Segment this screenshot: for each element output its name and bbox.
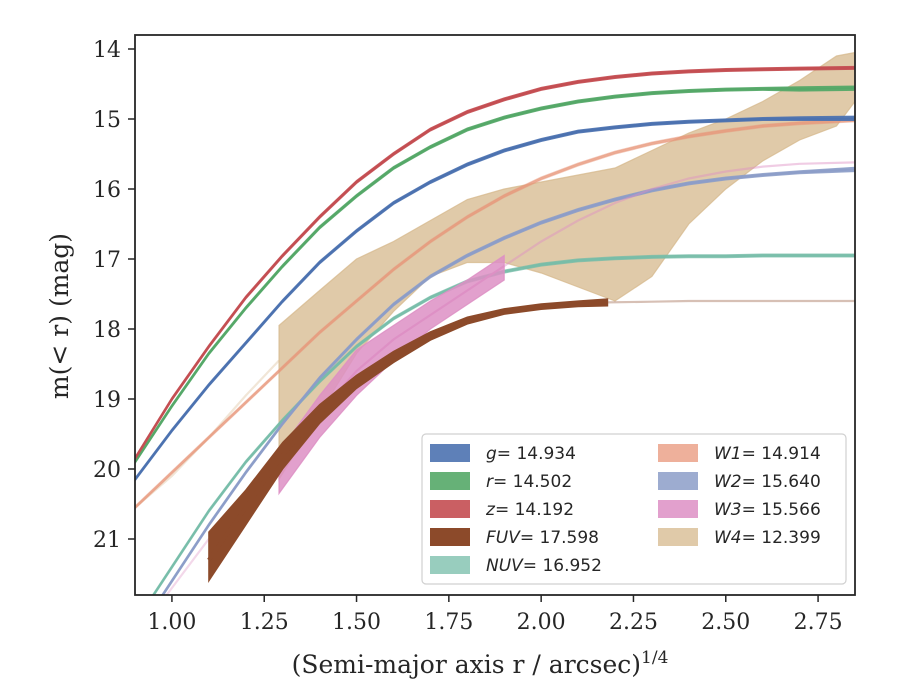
legend-series-name: W2: [714, 472, 742, 492]
legend-swatch-g: [430, 444, 470, 462]
x-tick-label: 2.75: [794, 610, 843, 635]
legend-series-name: W1: [714, 444, 742, 464]
x-axis-label-superscript: 1/4: [641, 648, 668, 668]
x-tick-label: 1.75: [424, 610, 473, 635]
x-tick-label: 2.50: [701, 610, 750, 635]
legend-series-name: W3: [714, 500, 742, 520]
legend-swatch-w3: [658, 500, 698, 518]
legend-label-fuv: FUV= 17.598: [486, 528, 599, 548]
series-w3-extension-line-2: [503, 161, 855, 267]
legend-series-name: FUV: [486, 528, 521, 548]
legend-item-r: r= 14.502: [430, 472, 572, 492]
legend-item-g: g= 14.934: [430, 444, 576, 464]
legend-series-value: = 14.914: [742, 444, 821, 464]
y-tick-label: 14: [93, 38, 121, 63]
series-r: [135, 85, 855, 465]
y-tick-label: 20: [93, 458, 121, 483]
y-tick-label: 21: [93, 528, 121, 553]
series-w1: [135, 118, 855, 510]
x-tick-label: 2.25: [609, 610, 658, 635]
series-w4-band: [278, 51, 855, 482]
legend-item-nuv: NUV= 16.952: [430, 556, 602, 576]
series-z-line: [135, 66, 855, 460]
legend-item-fuv: FUV= 17.598: [430, 528, 599, 548]
axes: 1.00 1.25 1.50 1.75 2.00 2.25 2.50 2.75 14 15 16 17…: [93, 34, 856, 635]
legend-series-value: = 15.566: [742, 500, 821, 520]
legend-label-z: z= 14.192: [485, 500, 574, 520]
x-axis-label: (Semi-major axis r / arcsec)1/4: [292, 648, 669, 679]
y-tick-label: 17: [93, 248, 121, 273]
x-tick-label: 2.00: [517, 610, 566, 635]
legend-series-value: = 14.502: [493, 472, 572, 492]
legend-series-name: r: [486, 472, 494, 492]
plot-area: [135, 51, 855, 595]
y-tick-label: 18: [93, 318, 121, 343]
legend-swatch-r: [430, 472, 470, 490]
y-tick-label: 16: [93, 178, 121, 203]
legend-label-w3: W3= 15.566: [714, 500, 821, 520]
legend-series-name: NUV: [486, 556, 524, 576]
axes-frame: [134, 34, 856, 596]
legend-label-r: r= 14.502: [486, 472, 572, 492]
legend-label-nuv: NUV= 16.952: [486, 556, 602, 576]
legend-swatch-w4: [658, 528, 698, 546]
legend-swatch-fuv: [430, 528, 470, 546]
legend-series-value: = 14.192: [495, 500, 574, 520]
legend-series-name: g: [486, 444, 497, 464]
series-fuv-extension-line: [607, 299, 855, 304]
x-tick-label: 1.25: [240, 610, 289, 635]
series-w3-band: [278, 254, 505, 496]
legend-series-name: W4: [714, 528, 742, 548]
legend-item-z: z= 14.192: [430, 500, 574, 520]
legend-label-w4: W4= 12.399: [714, 528, 821, 548]
series-fuv-line: [207, 300, 608, 562]
x-tick-label: 1.50: [332, 610, 381, 635]
legend-series-value: = 15.640: [742, 472, 821, 492]
y-tick-label: 19: [93, 388, 121, 413]
series-fuv: [207, 298, 855, 583]
legend-box: [421, 433, 847, 585]
legend-series-value: = 17.598: [520, 528, 599, 548]
legend-series-name: z: [485, 500, 496, 520]
legend-swatch-w2: [658, 472, 698, 490]
legend-label-g: g= 14.934: [486, 444, 576, 464]
series-fuv-band: [208, 298, 609, 583]
x-axis-label-text: (Semi-major axis r / arcsec): [292, 650, 641, 679]
series-g-line: [135, 117, 855, 481]
legend-series-value: = 14.934: [497, 444, 576, 464]
legend-label-w1: W1= 14.914: [714, 444, 821, 464]
series-z: [135, 65, 855, 462]
legend-series-value: = 16.952: [523, 556, 602, 576]
legend-swatch-nuv: [430, 556, 470, 574]
legend-item-w4: W4= 12.399: [658, 528, 821, 548]
legend-series-value: = 12.399: [742, 528, 821, 548]
legend-item-w1: W1= 14.914: [658, 444, 821, 464]
y-tick-label: 15: [93, 108, 121, 133]
legend-item-w3: W3= 15.566: [658, 500, 821, 520]
series-r-line: [135, 87, 855, 463]
series-w1-line: [135, 119, 855, 509]
x-tick-label: 1.00: [147, 610, 196, 635]
legend-label-w2: W2= 15.640: [714, 472, 821, 492]
series-g: [135, 115, 855, 482]
legend-item-w2: W2= 15.640: [658, 472, 821, 492]
y-axis-label: m(< r) (mag): [45, 233, 74, 399]
series-w2-line: [161, 168, 855, 595]
series-w2: [161, 166, 855, 595]
legend-swatch-z: [430, 500, 470, 518]
legend-swatch-w1: [658, 444, 698, 462]
